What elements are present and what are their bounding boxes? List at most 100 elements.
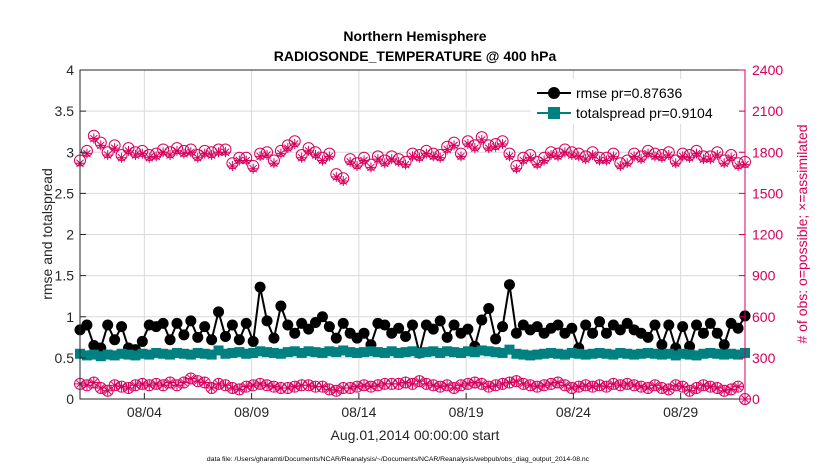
assimilated-obs-point <box>462 139 473 150</box>
assimilated-obs-low-point <box>615 380 626 391</box>
assimilated-obs-point <box>698 154 709 165</box>
assimilated-obs-low-point <box>144 380 155 391</box>
assimilated-obs-point <box>331 171 342 182</box>
assimilated-obs-low-point <box>594 380 605 391</box>
axis-layer: 0 0.5 1 1.5 2 2.5 3 3.5 4 0 300 600 900 1200 1500 1800 2… <box>55 62 784 420</box>
assimilated-obs-point <box>552 151 563 162</box>
assimilated-obs-point <box>81 148 92 159</box>
totalspread-point <box>677 348 688 359</box>
totalspread-point <box>116 348 127 359</box>
totalspread-point <box>462 346 473 357</box>
possible-obs-low-point <box>683 384 696 397</box>
totalspread-point <box>629 349 640 360</box>
assimilated-obs-low-point <box>663 384 674 395</box>
totalspread-point <box>248 347 259 358</box>
assimilated-obs-point <box>733 160 744 171</box>
rmse-point <box>476 314 488 326</box>
assimilated-obs-point <box>255 151 266 162</box>
assimilated-obs-low-point <box>449 383 460 394</box>
assimilated-obs-low-point <box>428 380 439 391</box>
assimilated-obs-low-point <box>435 381 446 392</box>
assimilated-obs-point <box>469 143 480 154</box>
assimilated-obs-low-point <box>185 373 196 384</box>
legend-totalspread-label: totalspread pr=0.9104 <box>576 105 713 121</box>
totalspread-point <box>490 347 501 358</box>
totalspread-point <box>158 348 169 359</box>
assimilated-obs-point <box>663 149 674 160</box>
assimilated-obs-low-point <box>379 378 390 389</box>
x-axis-label: Aug.01,2014 00:00:00 start <box>331 427 500 443</box>
rmse-point <box>185 315 197 327</box>
assimilated-obs-point <box>601 155 612 166</box>
assimilated-obs-low-point <box>241 381 252 392</box>
y-tick-label-right: 2400 <box>752 62 783 78</box>
totalspread-point <box>587 348 598 359</box>
assimilated-obs-low-point <box>601 381 612 392</box>
assimilated-obs-point <box>608 151 619 162</box>
assimilated-obs-low-point <box>109 380 120 391</box>
y-tick-label-left: 0.5 <box>55 350 75 366</box>
assimilated-obs-low-point <box>88 377 99 388</box>
assimilated-obs-point <box>116 152 127 163</box>
totalspread-point <box>656 349 667 360</box>
assimilated-obs-point <box>289 139 300 150</box>
assimilated-obs-point <box>338 176 349 187</box>
rmse-point <box>497 321 509 333</box>
rmse-point <box>393 322 405 334</box>
possible-obs-low-point <box>448 382 461 395</box>
assimilated-obs-point <box>622 158 633 169</box>
assimilated-obs-point <box>324 151 335 162</box>
assimilated-obs-low-point <box>331 385 342 396</box>
assimilated-obs-low-point <box>81 380 92 391</box>
assimilated-obs-low-point <box>275 383 286 394</box>
assimilated-obs-low-point <box>255 378 266 389</box>
y-tick-label-right: 1200 <box>752 227 783 243</box>
assimilated-obs-point <box>102 149 113 160</box>
assimilated-obs-low-point <box>206 383 217 394</box>
assimilated-obs-low-point <box>248 380 259 391</box>
totalspread-point <box>144 349 155 360</box>
assimilated-obs-point <box>262 149 273 160</box>
totalspread-point <box>137 348 148 359</box>
possible-obs-low-point <box>94 382 107 395</box>
assimilated-obs-low-point <box>372 380 383 391</box>
totalspread-point <box>532 349 543 360</box>
rmse-point <box>704 317 716 329</box>
rmse-point <box>510 327 522 339</box>
assimilated-obs-point <box>442 144 453 155</box>
assimilated-obs-point <box>171 145 182 156</box>
assimilated-obs-low-point <box>559 380 570 391</box>
totalspread-point <box>594 347 605 358</box>
assimilated-obs-point <box>123 145 134 156</box>
totalspread-point <box>601 348 612 359</box>
totalspread-point <box>324 346 335 357</box>
x-tick-label: 08/04 <box>127 404 162 420</box>
rmse-point <box>330 332 342 344</box>
possible-obs-low-point <box>205 382 218 395</box>
totalspread-point <box>255 346 266 357</box>
rmse-point <box>441 331 453 343</box>
assimilated-obs-low-point <box>712 383 723 394</box>
assimilated-obs-low-point <box>455 380 466 391</box>
rmse-point <box>316 311 328 323</box>
assimilated-obs-point <box>379 158 390 169</box>
assimilated-obs-low-point <box>178 377 189 388</box>
assimilated-obs-point <box>372 154 383 165</box>
assimilated-obs-low-point <box>95 383 106 394</box>
y-tick-label-left: 4 <box>66 62 74 78</box>
assimilated-obs-low-point <box>199 377 210 388</box>
y-tick-label-right: 1800 <box>752 144 783 160</box>
totalspread-point <box>622 348 633 359</box>
rmse-point <box>261 315 273 327</box>
assimilated-obs-point <box>504 151 515 162</box>
rmse-point <box>663 319 675 331</box>
totalspread-point <box>282 347 293 358</box>
legend-rmse-marker <box>548 87 560 99</box>
rmse-point <box>219 330 231 342</box>
assimilated-obs-point <box>88 133 99 144</box>
possible-obs-low-point <box>177 376 190 389</box>
assimilated-obs-point <box>656 152 667 163</box>
assimilated-obs-point <box>677 151 688 162</box>
totalspread-point <box>442 346 453 357</box>
rmse-point <box>206 334 218 346</box>
